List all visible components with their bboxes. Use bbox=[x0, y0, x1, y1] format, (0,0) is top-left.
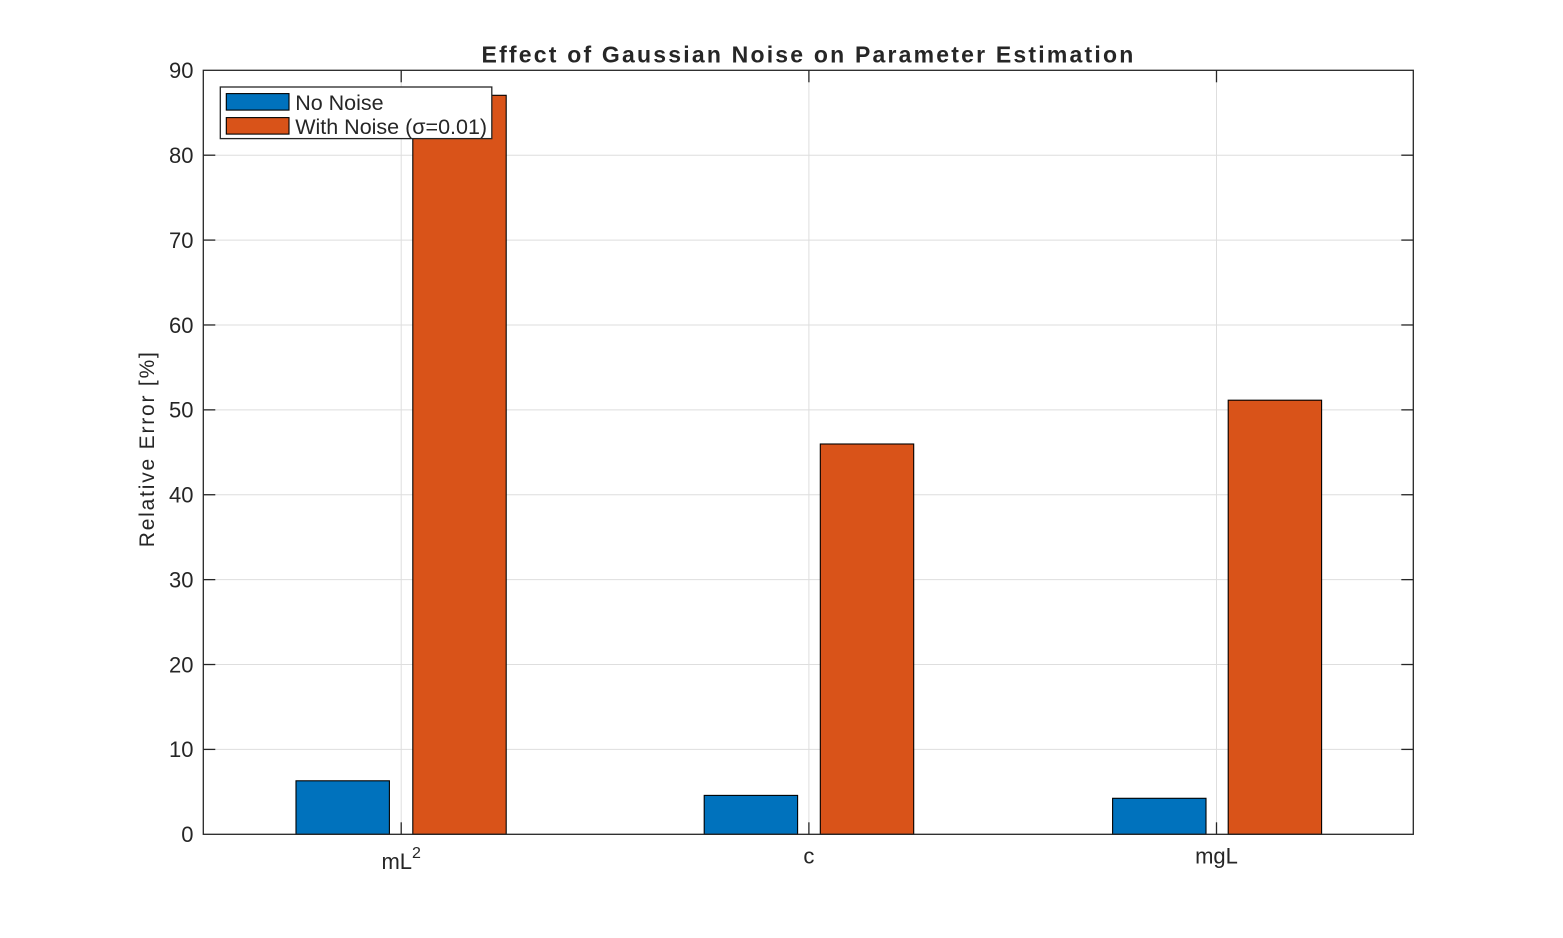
svg-text:90: 90 bbox=[169, 58, 193, 83]
svg-text:60: 60 bbox=[169, 313, 193, 338]
svg-text:No Noise: No Noise bbox=[295, 91, 383, 115]
svg-text:0: 0 bbox=[181, 822, 193, 847]
svg-text:Effect of Gaussian Noise on Pa: Effect of Gaussian Noise on Parameter Es… bbox=[482, 41, 1136, 67]
svg-text:With Noise (σ=0.01): With Noise (σ=0.01) bbox=[295, 115, 487, 139]
svg-text:70: 70 bbox=[169, 228, 193, 253]
svg-text:Relative Error [%]: Relative Error [%] bbox=[136, 350, 159, 547]
svg-text:20: 20 bbox=[169, 652, 193, 677]
svg-text:80: 80 bbox=[169, 143, 193, 168]
svg-text:50: 50 bbox=[169, 398, 193, 423]
svg-text:10: 10 bbox=[169, 737, 193, 762]
svg-text:mgL: mgL bbox=[1195, 844, 1238, 869]
svg-text:30: 30 bbox=[169, 567, 193, 592]
svg-text:c: c bbox=[803, 844, 814, 869]
svg-text:40: 40 bbox=[169, 483, 193, 508]
